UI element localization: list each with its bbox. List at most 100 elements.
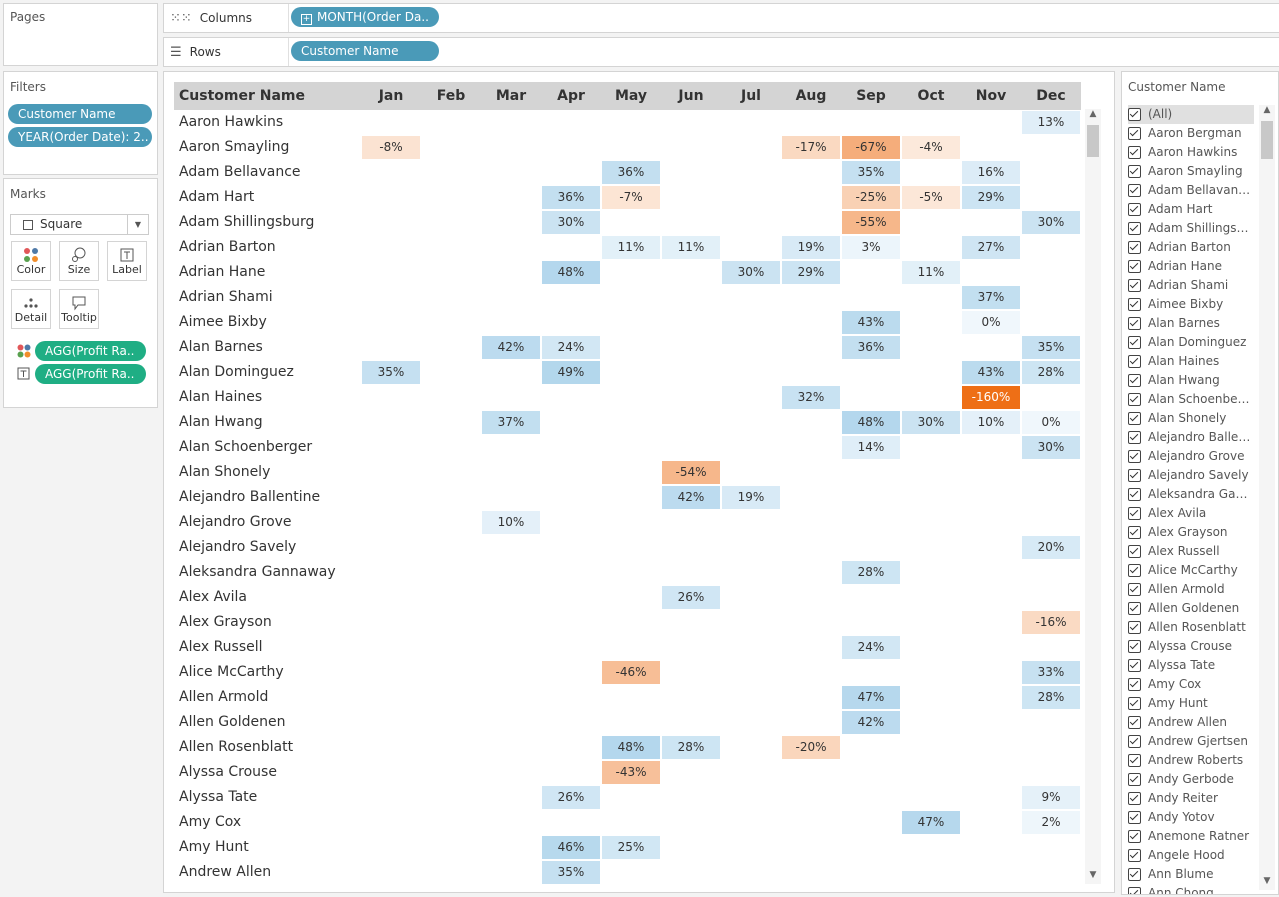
checkbox-checked-icon[interactable]	[1128, 146, 1141, 159]
mark-type-dropdown[interactable]: Square ▼	[10, 214, 149, 235]
filter-item[interactable]: Allen Goldenen	[1128, 599, 1252, 618]
row-label-customer[interactable]: Allen Armold	[179, 689, 269, 705]
vertical-scrollbar[interactable]: ▲ ▼	[1085, 109, 1101, 884]
filter-item[interactable]: Alan Shonely	[1128, 409, 1252, 428]
filter-item[interactable]: Adam Hart	[1128, 200, 1252, 219]
filter-item[interactable]: Alan Dominguez	[1128, 333, 1252, 352]
checkbox-checked-icon[interactable]	[1128, 583, 1141, 596]
heatmap-cell[interactable]: 11%	[902, 261, 960, 284]
heatmap-cell[interactable]: 10%	[482, 511, 540, 534]
filter-item[interactable]: Andrew Allen	[1128, 713, 1252, 732]
row-label-customer[interactable]: Adam Shillingsburg	[179, 214, 315, 230]
checkbox-checked-icon[interactable]	[1128, 127, 1141, 140]
filter-scrollbar-thumb[interactable]	[1261, 121, 1273, 159]
filter-item[interactable]: Amy Hunt	[1128, 694, 1252, 713]
heatmap-cell[interactable]: 35%	[1022, 336, 1080, 359]
checkbox-checked-icon[interactable]	[1128, 488, 1141, 501]
filter-item[interactable]: Adrian Barton	[1128, 238, 1252, 257]
heatmap-cell[interactable]: 27%	[962, 236, 1020, 259]
checkbox-checked-icon[interactable]	[1128, 184, 1141, 197]
filter-item[interactable]: Andrew Roberts	[1128, 751, 1252, 770]
row-label-customer[interactable]: Alan Barnes	[179, 339, 263, 355]
filter-item[interactable]: Alan Haines	[1128, 352, 1252, 371]
heatmap-cell[interactable]: 32%	[782, 386, 840, 409]
checkbox-checked-icon[interactable]	[1128, 469, 1141, 482]
row-label-customer[interactable]: Alex Avila	[179, 589, 247, 605]
heatmap-cell[interactable]: 24%	[842, 636, 900, 659]
filter-item[interactable]: Ann Chong	[1128, 884, 1252, 894]
filter-item[interactable]: Andy Reiter	[1128, 789, 1252, 808]
heatmap-cell[interactable]: 42%	[482, 336, 540, 359]
heatmap-cell[interactable]: 46%	[542, 836, 600, 859]
scroll-up-icon[interactable]: ▲	[1089, 109, 1097, 119]
checkbox-checked-icon[interactable]	[1128, 564, 1141, 577]
heatmap-cell[interactable]: 36%	[542, 186, 600, 209]
rows-pill[interactable]: Customer Name	[291, 41, 439, 61]
checkbox-checked-icon[interactable]	[1128, 431, 1141, 444]
heatmap-cell[interactable]: -8%	[362, 136, 420, 159]
heatmap-cell[interactable]: -55%	[842, 211, 900, 234]
heatmap-cell[interactable]: 20%	[1022, 536, 1080, 559]
heatmap-cell[interactable]: 47%	[902, 811, 960, 834]
heatmap-cell[interactable]: 48%	[602, 736, 660, 759]
heatmap-cell[interactable]: 30%	[1022, 436, 1080, 459]
heatmap-cell[interactable]: 37%	[962, 286, 1020, 309]
filter-item[interactable]: Aaron Smayling	[1128, 162, 1252, 181]
heatmap-cell[interactable]: 9%	[1022, 786, 1080, 809]
checkbox-checked-icon[interactable]	[1128, 659, 1141, 672]
row-label-customer[interactable]: Aaron Hawkins	[179, 114, 284, 130]
heatmap-cell[interactable]: 28%	[662, 736, 720, 759]
heatmap-cell[interactable]: -16%	[1022, 611, 1080, 634]
heatmap-cell[interactable]: 36%	[602, 161, 660, 184]
heatmap-cell[interactable]: 0%	[1022, 411, 1080, 434]
heatmap-cell[interactable]: -17%	[782, 136, 840, 159]
filter-item[interactable]: Alan Schoenberg...	[1128, 390, 1252, 409]
color-button[interactable]: Color	[11, 241, 51, 281]
heatmap-cell[interactable]: -4%	[902, 136, 960, 159]
checkbox-checked-icon[interactable]	[1128, 355, 1141, 368]
heatmap-cell[interactable]: 35%	[842, 161, 900, 184]
heatmap-cell[interactable]: -67%	[842, 136, 900, 159]
checkbox-checked-icon[interactable]	[1128, 811, 1141, 824]
row-label-customer[interactable]: Aaron Smayling	[179, 139, 290, 155]
detail-button[interactable]: Detail	[11, 289, 51, 329]
heatmap-cell[interactable]: -46%	[602, 661, 660, 684]
row-label-customer[interactable]: Allen Rosenblatt	[179, 739, 294, 755]
checkbox-checked-icon[interactable]	[1128, 849, 1141, 862]
row-label-customer[interactable]: Aimee Bixby	[179, 314, 267, 330]
checkbox-checked-icon[interactable]	[1128, 298, 1141, 311]
row-label-customer[interactable]: Alan Schoenberger	[179, 439, 313, 455]
checkbox-checked-icon[interactable]	[1128, 792, 1141, 805]
filter-item[interactable]: Aaron Hawkins	[1128, 143, 1252, 162]
filter-item[interactable]: Alan Barnes	[1128, 314, 1252, 333]
checkbox-checked-icon[interactable]	[1128, 716, 1141, 729]
filter-item[interactable]: Ann Blume	[1128, 865, 1252, 884]
marks-label-field-pill[interactable]: AGG(Profit Ra..	[35, 364, 146, 384]
checkbox-checked-icon[interactable]	[1128, 412, 1141, 425]
filter-item[interactable]: Adrian Hane	[1128, 257, 1252, 276]
heatmap-cell[interactable]: 42%	[842, 711, 900, 734]
heatmap-cell[interactable]: 24%	[542, 336, 600, 359]
heatmap-cell[interactable]: 10%	[962, 411, 1020, 434]
heatmap-cell[interactable]: -25%	[842, 186, 900, 209]
checkbox-checked-icon[interactable]	[1128, 165, 1141, 178]
filter-item-all[interactable]: (All)	[1128, 105, 1254, 124]
heatmap-cell[interactable]: 49%	[542, 361, 600, 384]
row-label-customer[interactable]: Adrian Shami	[179, 289, 273, 305]
row-label-customer[interactable]: Allen Goldenen	[179, 714, 286, 730]
heatmap-cell[interactable]: 11%	[662, 236, 720, 259]
filter-item[interactable]: Alejandro Savely	[1128, 466, 1252, 485]
filter-item[interactable]: Anemone Ratner	[1128, 827, 1252, 846]
heatmap-cell[interactable]: 30%	[542, 211, 600, 234]
row-label-customer[interactable]: Alan Hwang	[179, 414, 263, 430]
filter-item[interactable]: Adrian Shami	[1128, 276, 1252, 295]
row-label-customer[interactable]: Amy Cox	[179, 814, 242, 830]
filter-item[interactable]: Andy Yotov	[1128, 808, 1252, 827]
checkbox-checked-icon[interactable]	[1128, 526, 1141, 539]
filter-item[interactable]: Alyssa Crouse	[1128, 637, 1252, 656]
heatmap-cell[interactable]: 19%	[782, 236, 840, 259]
row-label-customer[interactable]: Alyssa Tate	[179, 789, 258, 805]
checkbox-checked-icon[interactable]	[1128, 203, 1141, 216]
heatmap-cell[interactable]: -20%	[782, 736, 840, 759]
heatmap-cell[interactable]: 28%	[842, 561, 900, 584]
